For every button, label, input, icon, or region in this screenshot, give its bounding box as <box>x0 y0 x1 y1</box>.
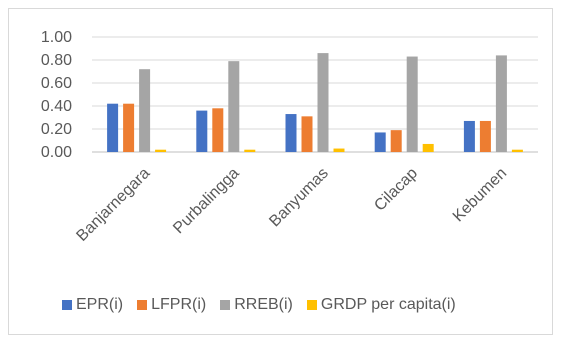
bar <box>155 149 167 152</box>
bar <box>107 103 119 152</box>
legend-label: GRDP per capita(i) <box>320 296 456 313</box>
legend-swatch <box>306 300 317 310</box>
legend-swatch <box>137 300 148 310</box>
y-axis-ticks: 0.00 0.20 0.40 0.60 0.80 1.00 <box>41 29 72 161</box>
legend-label: RREB(i) <box>234 296 293 313</box>
legend-item: GRDP per capita(i) <box>306 296 456 314</box>
bar <box>479 120 491 152</box>
chart-frame <box>8 8 553 335</box>
bar <box>406 56 418 152</box>
bar <box>422 143 434 152</box>
gridlines <box>92 36 538 153</box>
bars <box>107 53 523 152</box>
y-tick-label: 0.40 <box>41 98 72 115</box>
bar <box>244 149 256 152</box>
bar <box>333 148 345 152</box>
bar <box>212 108 224 152</box>
legend-item: RREB(i) <box>220 296 293 314</box>
x-tick-label: Banjarnegara <box>73 165 153 245</box>
bar <box>123 103 135 152</box>
bar <box>317 53 329 152</box>
legend-item: EPR(i) <box>62 296 123 314</box>
x-tick-label: Kebumen <box>450 165 510 225</box>
x-tick-label: Cilacap <box>371 165 421 215</box>
bar <box>285 114 297 152</box>
bar <box>390 130 402 152</box>
bar <box>301 116 313 152</box>
legend-label: EPR(i) <box>76 296 124 313</box>
legend-swatch <box>220 300 231 310</box>
y-tick-label: 1.00 <box>41 29 72 46</box>
x-tick-label: Banyumas <box>266 165 331 230</box>
y-tick-label: 0.20 <box>41 121 72 138</box>
legend: EPR(i) LFPR(i) RREB(i) GRDP per capita(i) <box>62 296 456 314</box>
legend-label: LFPR(i) <box>151 296 207 313</box>
legend-item: LFPR(i) <box>137 296 206 314</box>
x-axis-labels: Banjarnegara Purbalingga Banyumas Cilacap Ke… <box>73 165 510 245</box>
bar <box>196 110 208 152</box>
bar <box>511 149 523 152</box>
bar <box>463 120 475 152</box>
bar <box>139 69 151 152</box>
bar <box>374 132 386 152</box>
legend-swatch <box>62 300 72 310</box>
y-tick-label: 0.80 <box>41 52 72 69</box>
bar <box>228 61 240 152</box>
y-tick-label: 0.60 <box>41 75 72 92</box>
x-tick-label: Purbalingga <box>170 165 242 237</box>
y-tick-label: 0.00 <box>41 144 72 161</box>
bar <box>495 55 507 152</box>
